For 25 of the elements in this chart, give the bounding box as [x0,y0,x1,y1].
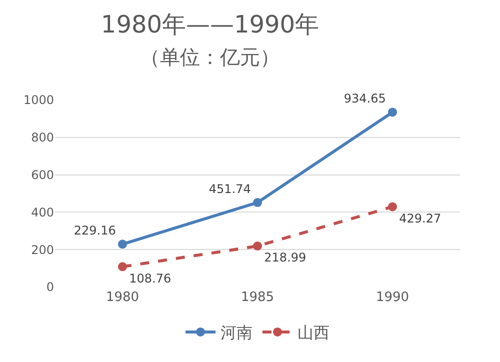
x-tick-label: 1980 [106,290,140,305]
point [118,240,127,249]
data-label: 108.76 [129,271,172,286]
x-tick-label: 1985 [240,290,274,305]
y-tick-label: 0 [46,280,54,294]
point [388,202,397,212]
point [253,198,262,208]
legend-label: 山西 [298,323,330,342]
legend-label: 河南 [220,323,252,342]
data-label: 934.65 [344,92,386,106]
data-label: 229.16 [74,224,116,238]
point [388,108,397,117]
point [253,242,262,251]
x-tick-label: 1990 [376,290,410,305]
y-tick-label: 600 [31,168,54,182]
chart-subtitle: （单位：亿元） [140,44,280,69]
data-label: 429.27 [399,211,442,226]
y-tick-label: 400 [31,205,54,220]
chart-title: 1980年——1990年 [100,10,320,39]
y-tick-label: 1000 [23,93,54,108]
y-tick-label: 800 [31,130,54,145]
point [118,262,127,272]
data-label: 451.74 [208,182,251,196]
y-tick-label: 200 [31,242,54,257]
data-label: 218.99 [264,250,306,265]
